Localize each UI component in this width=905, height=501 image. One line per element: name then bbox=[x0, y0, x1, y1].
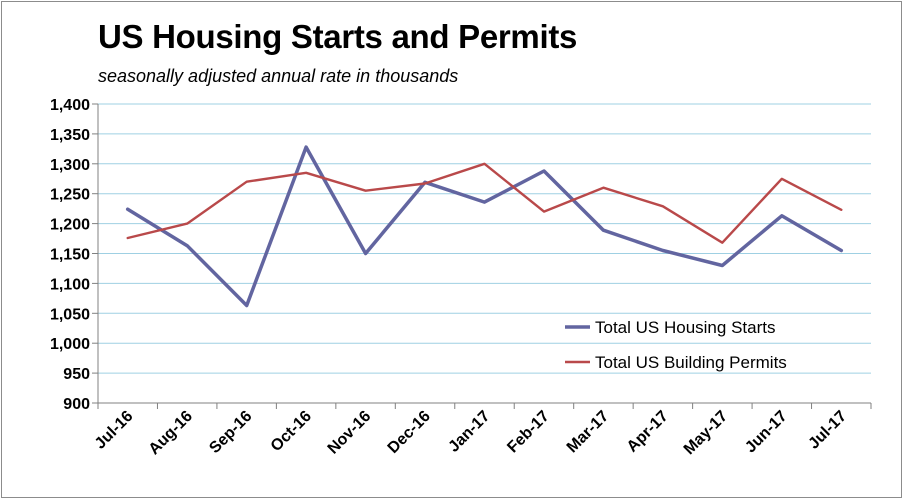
x-tick-label: Jun-17 bbox=[742, 408, 791, 457]
y-tick-label: 1,050 bbox=[50, 306, 90, 323]
legend-label: Total US Building Permits bbox=[595, 353, 787, 372]
axes: 900 950 1,000 1,050 1,100 1,150 1,200 1,250 1,30… bbox=[50, 97, 872, 458]
y-tick-label: 1,200 bbox=[50, 217, 90, 234]
y-tick-label: 900 bbox=[63, 396, 90, 413]
y-tick-label: 1,000 bbox=[50, 336, 90, 353]
y-tick-label: 1,100 bbox=[50, 276, 90, 293]
series-line-housing-starts bbox=[125, 145, 844, 308]
x-tick-label: Jan-17 bbox=[445, 408, 493, 456]
x-tick-label: Oct-16 bbox=[268, 408, 315, 455]
x-tick-label: Feb-17 bbox=[504, 408, 553, 457]
y-tick-label: 950 bbox=[63, 366, 90, 383]
y-tick-label: 1,150 bbox=[50, 247, 90, 264]
y-tick-label: 1,400 bbox=[50, 97, 90, 114]
y-tick-label: 1,250 bbox=[50, 187, 90, 204]
y-tick-label: 1,300 bbox=[50, 157, 90, 174]
y-tick-label: 1,350 bbox=[50, 127, 90, 144]
x-tick-label: Dec-16 bbox=[385, 408, 434, 457]
x-tick-label: Sep-16 bbox=[206, 408, 255, 457]
legend-label: Total US Housing Starts bbox=[595, 318, 775, 337]
x-tick-label: Nov-16 bbox=[325, 408, 375, 458]
x-tick-label: Jul-16 bbox=[92, 408, 137, 453]
x-tick-label: May-17 bbox=[681, 408, 731, 458]
x-tick-label: Aug-16 bbox=[146, 408, 196, 458]
series-lines bbox=[125, 145, 844, 308]
chart-title: US Housing Starts and Permits bbox=[98, 18, 578, 55]
legend: Total US Housing Starts Total US Building… bbox=[565, 318, 787, 372]
x-tick-label: Mar-17 bbox=[564, 408, 613, 457]
x-tick-label: Jul-17 bbox=[805, 408, 850, 453]
chart-subtitle: seasonally adjusted annual rate in thous… bbox=[98, 66, 459, 86]
x-tick-label: Apr-17 bbox=[624, 408, 672, 456]
